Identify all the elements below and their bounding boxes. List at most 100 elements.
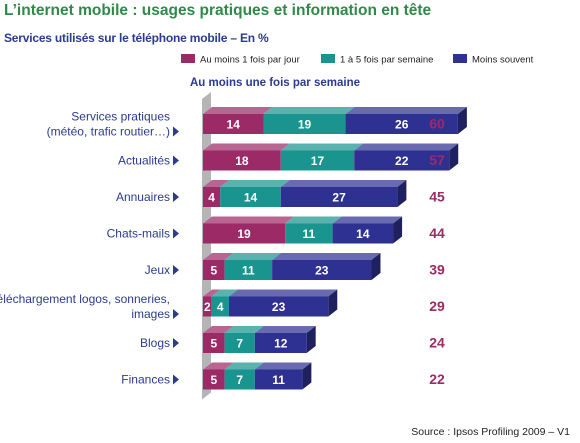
chevron-right-icon xyxy=(173,192,179,202)
bar-value-label: 14 xyxy=(244,191,258,205)
bar-segment-top xyxy=(354,143,459,151)
bar-segment-top xyxy=(203,289,221,297)
bar-value-label: 5 xyxy=(210,373,217,387)
chevron-right-icon xyxy=(173,155,179,166)
total-value: 60 xyxy=(429,116,445,132)
bar-segment-top xyxy=(203,362,234,370)
bar-segment xyxy=(285,223,333,244)
bar-side xyxy=(393,216,403,244)
totals-header: Au moins une fois par semaine xyxy=(190,77,360,89)
category-label: images xyxy=(131,307,170,321)
bar-segment xyxy=(272,260,372,280)
category-label: (météo, trafic routier…) xyxy=(47,125,170,139)
total-value: 57 xyxy=(429,152,445,168)
bar-segment-top xyxy=(254,362,312,370)
total-value: 29 xyxy=(429,298,445,314)
bar-value-label: 17 xyxy=(311,154,325,168)
bar-segment xyxy=(224,333,255,353)
category-label: Jeux xyxy=(145,263,170,277)
legend-label: Moins souvent xyxy=(472,55,534,66)
category-label: Finances xyxy=(121,373,170,387)
bar-segment xyxy=(263,114,346,134)
bar-segment xyxy=(332,223,394,244)
bar-side xyxy=(397,180,407,207)
bar-value-label: 4 xyxy=(208,191,215,205)
bar-segment xyxy=(203,223,286,244)
bar-segment xyxy=(203,260,225,280)
bar-side xyxy=(302,362,312,390)
bar-segment-top xyxy=(203,216,295,224)
bar-segment xyxy=(211,296,229,317)
bar-segment-top xyxy=(203,253,234,260)
chart-wall xyxy=(202,92,211,400)
bar-value-label: 19 xyxy=(298,118,312,132)
legend-swatch xyxy=(181,54,195,63)
bar-segment-top xyxy=(263,107,355,114)
bar-segment-top xyxy=(211,289,238,297)
bar-value-label: 7 xyxy=(236,337,243,351)
category-label: Annuaires xyxy=(116,190,170,204)
bar-segment-top xyxy=(203,180,230,187)
total-value: 22 xyxy=(429,371,445,387)
bar-segment-top xyxy=(224,326,264,333)
chart-subtitle: Services utilisés sur le téléphone mobil… xyxy=(4,31,269,45)
bar-value-label: 26 xyxy=(395,118,409,132)
bar-side xyxy=(457,107,467,134)
bar-segment xyxy=(220,187,281,207)
bar-value-label: 27 xyxy=(332,191,346,205)
chevron-right-icon xyxy=(173,338,179,348)
bar-segment-top xyxy=(332,216,403,224)
bar-segment-top xyxy=(224,362,264,370)
bar-segment xyxy=(203,187,221,207)
bar-segment-top xyxy=(280,143,364,151)
total-value: 45 xyxy=(429,189,445,205)
category-label: Téléchargement logos, sonneries, xyxy=(0,292,170,306)
total-value: 24 xyxy=(429,335,445,351)
bar-segment xyxy=(203,150,281,171)
bar-side xyxy=(306,326,316,353)
bar-segment-top xyxy=(224,253,282,260)
category-label: Services pratiques xyxy=(71,110,170,124)
legend-label: 1 à 5 fois par semaine xyxy=(340,55,433,66)
bar-segment xyxy=(280,187,398,207)
bar-segment-top xyxy=(285,216,342,224)
legend-label: Au moins 1 fois par jour xyxy=(200,55,300,66)
bar-value-label: 5 xyxy=(210,337,217,351)
bar-segment-top xyxy=(203,143,290,151)
chevron-right-icon xyxy=(173,374,179,385)
bar-segment-top xyxy=(203,107,273,114)
bar-segment xyxy=(354,150,450,171)
bar-value-label: 5 xyxy=(210,264,217,278)
chevron-right-icon xyxy=(173,309,179,319)
bar-segment xyxy=(203,369,225,390)
bar-segment xyxy=(280,150,355,171)
bar-segment xyxy=(203,333,225,353)
bar-segment xyxy=(224,260,273,280)
bar-segment-top xyxy=(272,253,381,260)
bar-segment-top xyxy=(345,107,467,114)
legend-swatch xyxy=(453,54,467,63)
bar-value-label: 14 xyxy=(356,227,370,241)
total-value: 39 xyxy=(429,262,445,278)
category-label: Blogs xyxy=(140,336,170,350)
source-note: Source : Ipsos Profiling 2009 – V1 xyxy=(411,426,570,438)
bar-value-label: 11 xyxy=(302,227,315,241)
chevron-right-icon xyxy=(173,228,179,239)
bar-value-label: 4 xyxy=(217,300,224,314)
total-value: 44 xyxy=(429,225,445,241)
bar-value-label: 19 xyxy=(237,227,251,241)
bar-segment xyxy=(224,369,255,390)
bar-segment xyxy=(203,114,264,134)
bar-value-label: 23 xyxy=(272,300,286,314)
bar-side xyxy=(328,289,338,317)
category-label: Actualités xyxy=(118,154,170,168)
bar-side xyxy=(449,143,459,171)
bar-value-label: 23 xyxy=(315,264,329,278)
bar-segment-top xyxy=(203,326,234,333)
bar-segment xyxy=(228,296,329,317)
bar-segment xyxy=(345,114,458,134)
chevron-right-icon xyxy=(173,265,179,275)
bar-segment-top xyxy=(228,289,338,297)
bar-segment-top xyxy=(254,326,316,333)
bar-value-label: 2 xyxy=(204,300,211,314)
